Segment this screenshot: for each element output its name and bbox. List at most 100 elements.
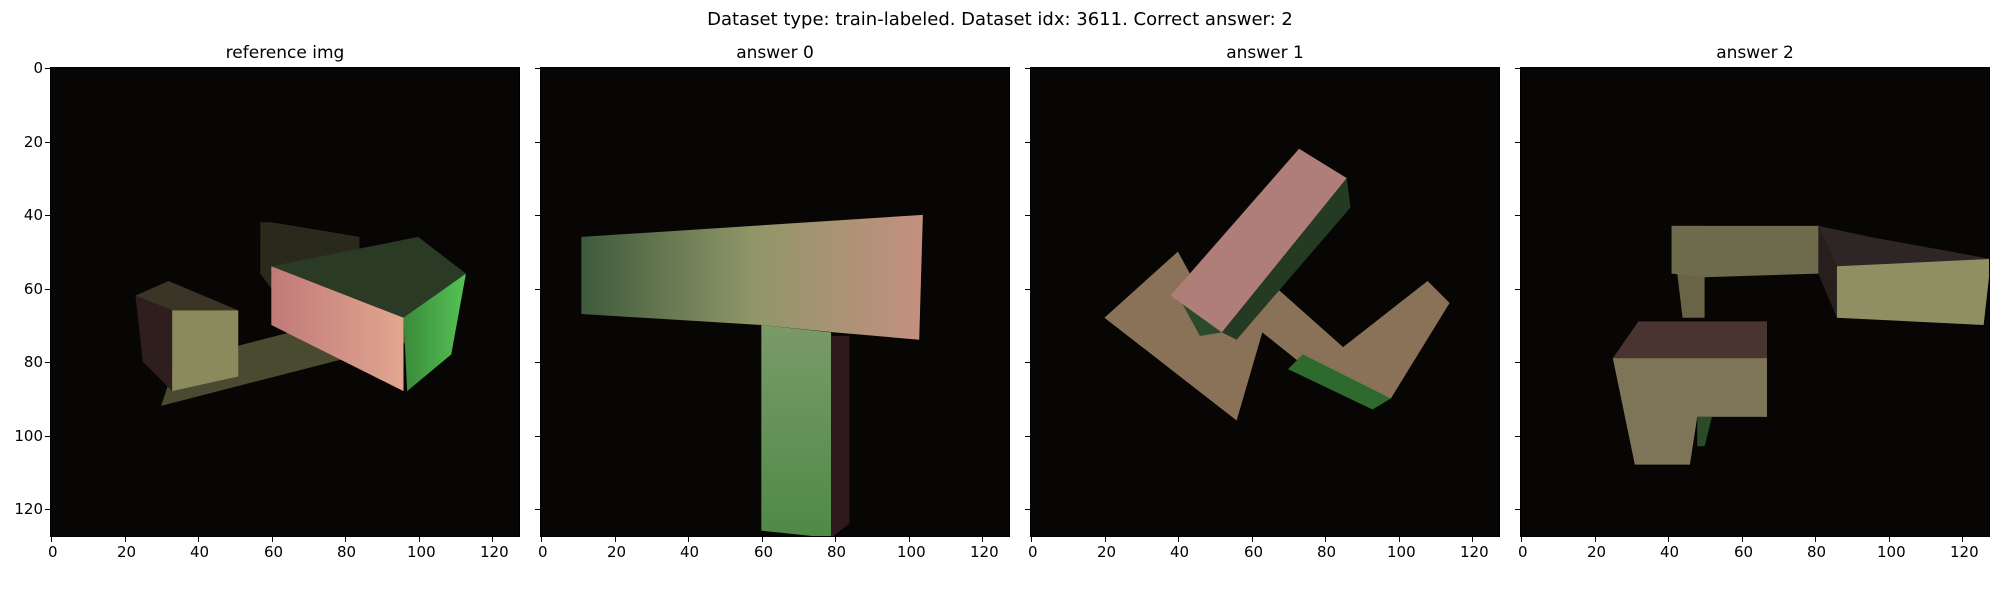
y-tick-mark <box>45 68 50 69</box>
y-tick-mark <box>1025 68 1030 69</box>
ref-box-top <box>271 236 466 318</box>
x-tick-mark <box>125 537 126 542</box>
y-tick-mark <box>1515 436 1520 437</box>
x-tick-label: 60 <box>1244 543 1264 561</box>
answer-2-image <box>1520 67 1990 537</box>
y-tick-mark <box>1515 289 1520 290</box>
y-tick-mark <box>1515 509 1520 510</box>
y-tick-mark <box>45 142 50 143</box>
x-tick-label: 0 <box>538 543 548 561</box>
panel-title-answer-2: answer 2 <box>1716 43 1794 63</box>
x-tick-label: 120 <box>970 543 999 561</box>
x-tick-label: 20 <box>1587 543 1607 561</box>
y-tick-mark <box>535 215 540 216</box>
answer-1-raised-bar-side <box>1221 178 1351 340</box>
answer-1-image <box>1030 67 1500 537</box>
x-tick-label: 120 <box>480 543 509 561</box>
y-tick-mark <box>1025 142 1030 143</box>
x-tick-mark <box>198 537 199 542</box>
x-tick-mark <box>762 537 763 542</box>
x-tick-mark <box>419 537 420 542</box>
answer-2-lower-top <box>1612 321 1768 359</box>
y-tick-mark <box>1515 68 1520 69</box>
x-tick-label: 80 <box>1317 543 1337 561</box>
y-tick-mark <box>45 289 50 290</box>
panel-title-answer-1: answer 1 <box>1226 43 1304 63</box>
y-tick-label: 0 <box>33 59 43 77</box>
x-tick-label: 120 <box>1460 543 1489 561</box>
x-tick-label: 0 <box>48 543 58 561</box>
x-tick-mark <box>1105 537 1106 542</box>
answer-1-raised-bar-top <box>1170 148 1347 333</box>
x-tick-mark <box>1472 537 1473 542</box>
x-tick-mark <box>345 537 346 542</box>
x-tick-mark <box>1325 537 1326 542</box>
x-tick-label: 120 <box>1950 543 1979 561</box>
x-tick-mark <box>1815 537 1816 542</box>
answer-2-top-bar <box>1671 225 1819 278</box>
answer-2-lower-shadow <box>1697 416 1712 447</box>
answer-0-stem-side <box>831 336 850 536</box>
answer-0-crossbar <box>581 214 923 340</box>
ref-left-block-side <box>135 295 173 392</box>
x-tick-mark <box>982 537 983 542</box>
x-tick-label: 80 <box>337 543 357 561</box>
x-tick-label: 100 <box>1877 543 1906 561</box>
x-tick-label: 40 <box>190 543 210 561</box>
y-tick-label: 100 <box>14 427 43 445</box>
x-tick-mark <box>1595 537 1596 542</box>
x-tick-mark <box>835 537 836 542</box>
ref-box-front <box>271 266 404 392</box>
ref-box-side <box>403 273 466 392</box>
y-tick-mark <box>535 142 540 143</box>
y-tick-mark <box>45 436 50 437</box>
y-tick-label: 40 <box>23 206 43 224</box>
y-tick-mark <box>535 509 540 510</box>
answer-2-right-block-side <box>1818 225 1837 318</box>
x-tick-label: 80 <box>827 543 847 561</box>
x-tick-mark <box>1399 537 1400 542</box>
y-tick-mark <box>45 215 50 216</box>
x-tick-mark <box>1889 537 1890 542</box>
x-tick-mark <box>615 537 616 542</box>
x-tick-mark <box>1962 537 1963 542</box>
x-tick-mark <box>272 537 273 542</box>
x-tick-mark <box>1178 537 1179 542</box>
x-tick-mark <box>1252 537 1253 542</box>
x-tick-label: 100 <box>407 543 436 561</box>
x-tick-mark <box>688 537 689 542</box>
x-tick-label: 0 <box>1028 543 1038 561</box>
x-tick-mark <box>492 537 493 542</box>
x-tick-label: 20 <box>1097 543 1117 561</box>
y-tick-mark <box>1025 362 1030 363</box>
x-tick-label: 20 <box>607 543 627 561</box>
x-tick-mark <box>1031 537 1032 542</box>
y-tick-mark <box>535 362 540 363</box>
y-tick-mark <box>1515 215 1520 216</box>
x-tick-label: 100 <box>1387 543 1416 561</box>
y-tick-mark <box>1515 362 1520 363</box>
x-tick-label: 40 <box>680 543 700 561</box>
x-tick-label: 100 <box>897 543 926 561</box>
y-tick-mark <box>1515 142 1520 143</box>
y-tick-label: 60 <box>23 280 43 298</box>
figure-suptitle: Dataset type: train-labeled. Dataset idx… <box>707 9 1293 30</box>
x-tick-mark <box>909 537 910 542</box>
x-tick-mark <box>1742 537 1743 542</box>
answer-0-stem <box>761 325 832 536</box>
panel-title-answer-0: answer 0 <box>736 43 814 63</box>
x-tick-label: 20 <box>117 543 137 561</box>
y-tick-mark <box>1025 436 1030 437</box>
y-tick-label: 80 <box>23 353 43 371</box>
answer-2-right-block-top <box>1818 225 1989 267</box>
x-tick-label: 80 <box>1807 543 1827 561</box>
x-tick-label: 40 <box>1170 543 1190 561</box>
y-tick-mark <box>1025 289 1030 290</box>
ref-left-block-front <box>172 310 239 392</box>
x-tick-label: 60 <box>1734 543 1754 561</box>
x-tick-label: 40 <box>1660 543 1680 561</box>
y-tick-mark <box>1025 509 1030 510</box>
y-tick-mark <box>535 289 540 290</box>
answer-1-shadow-b <box>1288 354 1391 410</box>
y-tick-label: 120 <box>14 500 43 518</box>
